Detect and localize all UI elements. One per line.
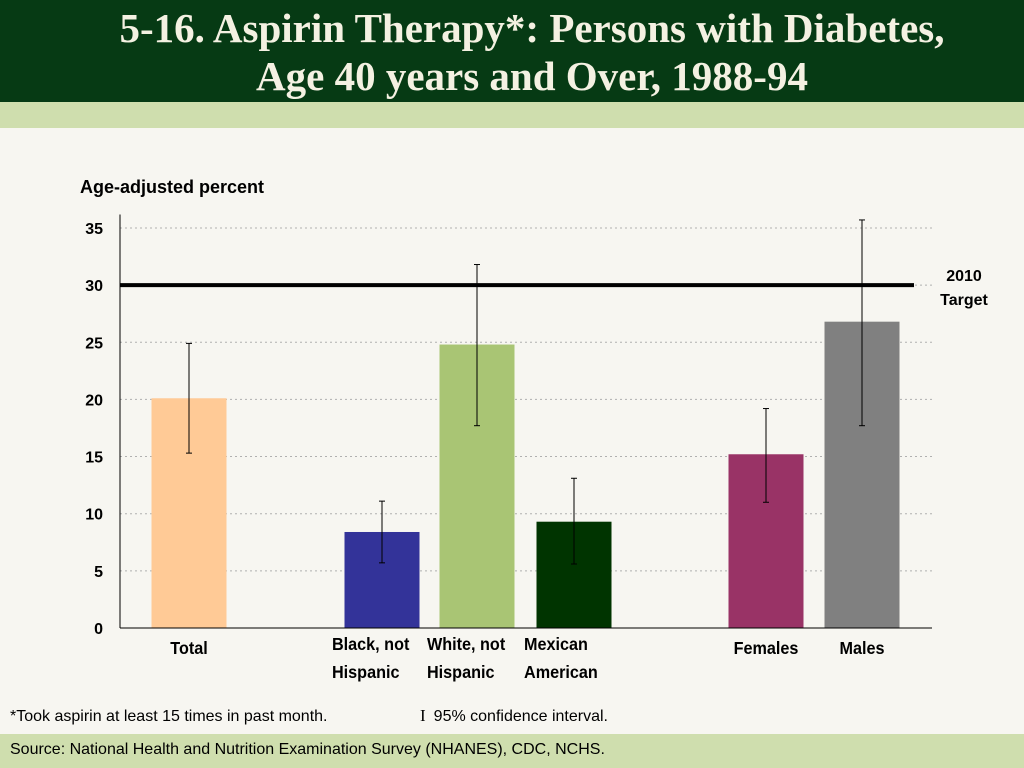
source-text: Source: National Health and Nutrition Ex… <box>10 741 605 758</box>
y-tick-label: 0 <box>94 621 103 638</box>
y-tick-label: 25 <box>85 335 103 352</box>
x-tick-label: Total <box>170 638 207 658</box>
y-tick-label: 35 <box>85 221 103 238</box>
source-band <box>0 734 1024 768</box>
slide-title: 5-16. Aspirin Therapy*: Persons with Dia… <box>0 4 1024 100</box>
ci-legend-text: 95% confidence interval. <box>433 708 608 725</box>
target-label: Target <box>940 292 988 309</box>
y-tick-label: 15 <box>85 450 103 467</box>
x-tick-label: Males <box>840 638 885 658</box>
x-tick-label: Black, not <box>332 634 410 654</box>
header-band <box>0 0 1024 102</box>
x-tick-label: Mexican <box>524 634 588 654</box>
x-tick-label: American <box>524 662 598 682</box>
x-tick-label: White, not <box>427 634 505 654</box>
target-label: 2010 <box>946 268 982 285</box>
y-axis-label: Age-adjusted percent <box>80 177 264 197</box>
y-tick-label: 5 <box>94 564 103 581</box>
y-tick-label: 30 <box>85 278 103 295</box>
x-tick-label: Hispanic <box>332 662 400 682</box>
y-tick-label: 20 <box>85 392 103 409</box>
x-tick-label: Females <box>734 638 799 658</box>
ci-legend: I 95% confidence interval. <box>420 706 608 726</box>
ci-icon: I <box>420 706 426 725</box>
title-line-2: Age 40 years and Over, 1988-94 <box>256 53 808 99</box>
x-tick-label: Hispanic <box>427 662 495 682</box>
header-subband <box>0 102 1024 128</box>
bar-chart: 0 5 10 15 20 25 30 35 Age-adjusted percent 2010 Ta… <box>80 177 989 682</box>
title-line-1: 5-16. Aspirin Therapy*: Persons with Dia… <box>119 5 945 51</box>
y-tick-label: 10 <box>85 507 103 524</box>
footnote: *Took aspirin at least 15 times in past … <box>10 708 328 725</box>
